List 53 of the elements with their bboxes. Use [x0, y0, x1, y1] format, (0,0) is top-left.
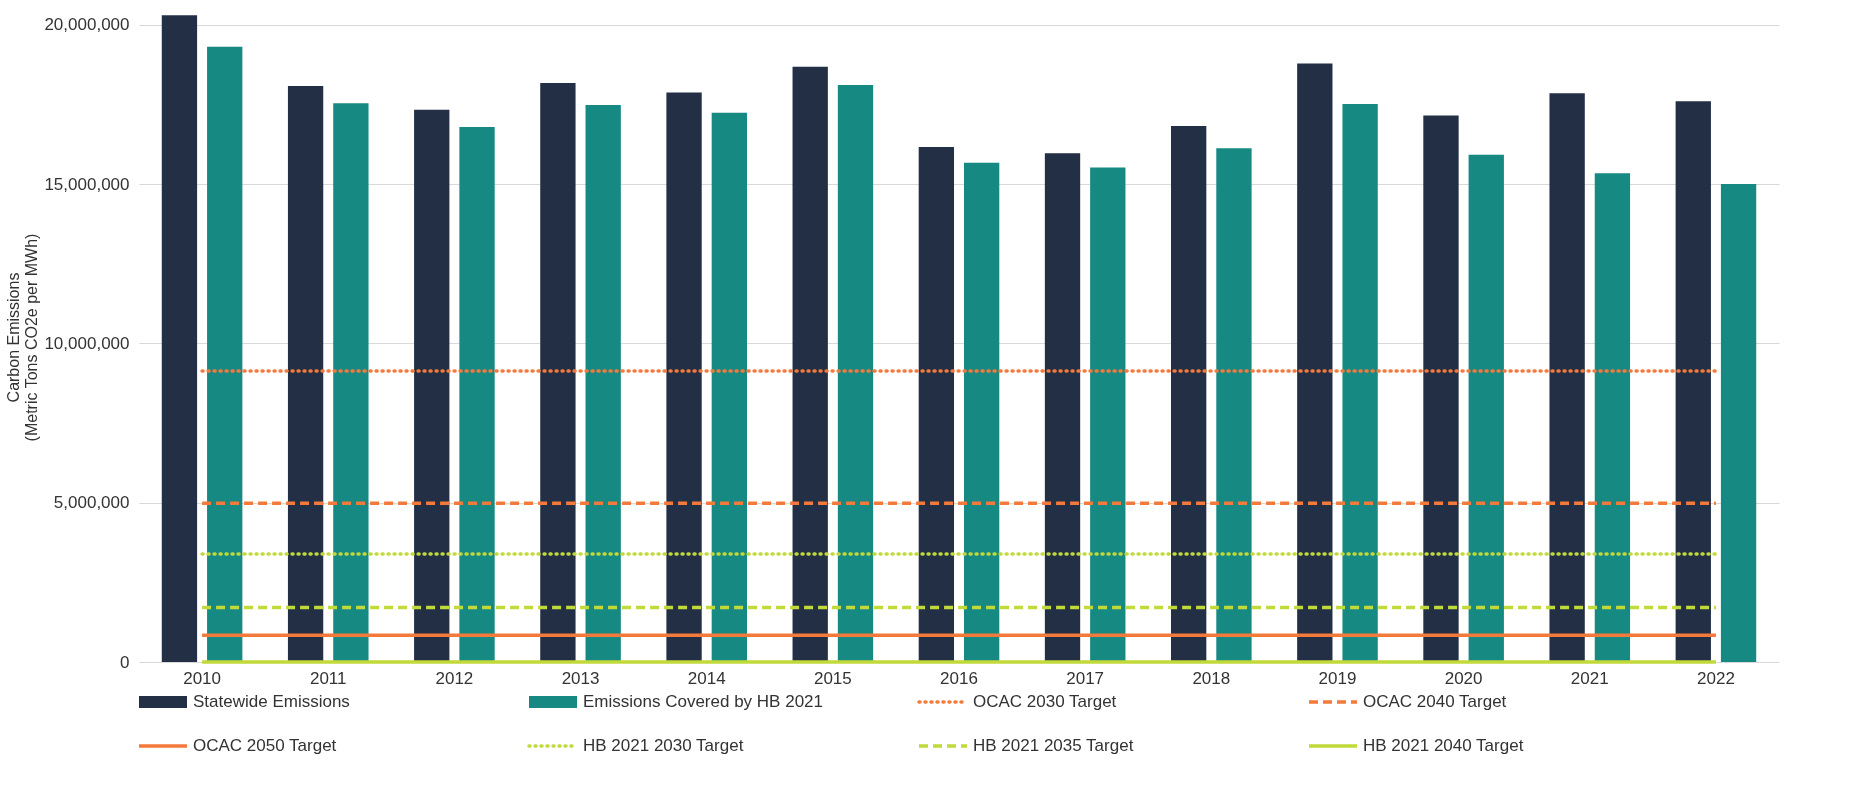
x-tick-label: 2012 [435, 668, 474, 688]
bar [1297, 63, 1333, 662]
bar [1468, 154, 1504, 662]
x-tick-label: 2010 [183, 668, 221, 688]
legend-label: HB 2021 2030 Target [583, 736, 744, 755]
bar [1090, 167, 1126, 662]
bar [1423, 115, 1459, 662]
legend-label: OCAC 2050 Target [193, 736, 337, 755]
bar [1342, 104, 1378, 662]
bar [918, 147, 955, 662]
legend-label: OCAC 2030 Target [973, 692, 1117, 711]
y-axis-title: Carbon Emissions (Metric Tons CO2e per MWh) [5, 233, 41, 442]
bar [792, 66, 828, 662]
legend-label: OCAC 2040 Target [1363, 692, 1507, 711]
x-tick-label: 2017 [1066, 668, 1105, 688]
bar [1171, 126, 1207, 662]
x-tick-label: 2016 [940, 668, 978, 688]
legend-label: HB 2021 2040 Target [1363, 736, 1524, 755]
y-tick-label: 10,000,000 [44, 333, 130, 353]
x-tick-label: 2014 [687, 668, 726, 688]
bar [585, 105, 621, 662]
y-tick-label: 20,000,000 [44, 15, 130, 35]
y-tick-label: 5,000,000 [53, 493, 130, 513]
bar [287, 85, 324, 662]
bar [414, 109, 450, 662]
legend-label: Emissions Covered by HB 2021 [583, 692, 824, 711]
bar [540, 83, 576, 662]
bar [1675, 101, 1711, 662]
x-tick-label: 2015 [813, 668, 852, 688]
bar [1594, 173, 1631, 662]
bar [161, 15, 198, 662]
bar [837, 84, 874, 662]
bar [963, 162, 1000, 662]
x-tick-label: 2011 [309, 668, 347, 688]
x-tick-label: 2021 [1570, 668, 1609, 688]
x-tick-label: 2020 [1444, 668, 1483, 688]
x-tick-label: 2019 [1318, 668, 1357, 688]
bar [333, 103, 369, 662]
bar [207, 46, 243, 662]
bar [459, 127, 495, 662]
legend-label: HB 2021 2035 Target [973, 736, 1134, 755]
bar [1720, 184, 1757, 662]
y-tick-label: 0 [120, 652, 130, 672]
y-tick-label: 15,000,000 [44, 174, 130, 194]
x-tick-label: 2022 [1697, 668, 1735, 688]
x-tick-label: 2018 [1192, 668, 1231, 688]
bar [1549, 93, 1585, 662]
bar [1216, 148, 1252, 662]
legend-label: Statewide Emissions [193, 692, 350, 711]
bar [711, 112, 747, 662]
bar [666, 92, 702, 662]
x-tick-label: 2013 [561, 668, 600, 688]
bar [1044, 153, 1081, 662]
